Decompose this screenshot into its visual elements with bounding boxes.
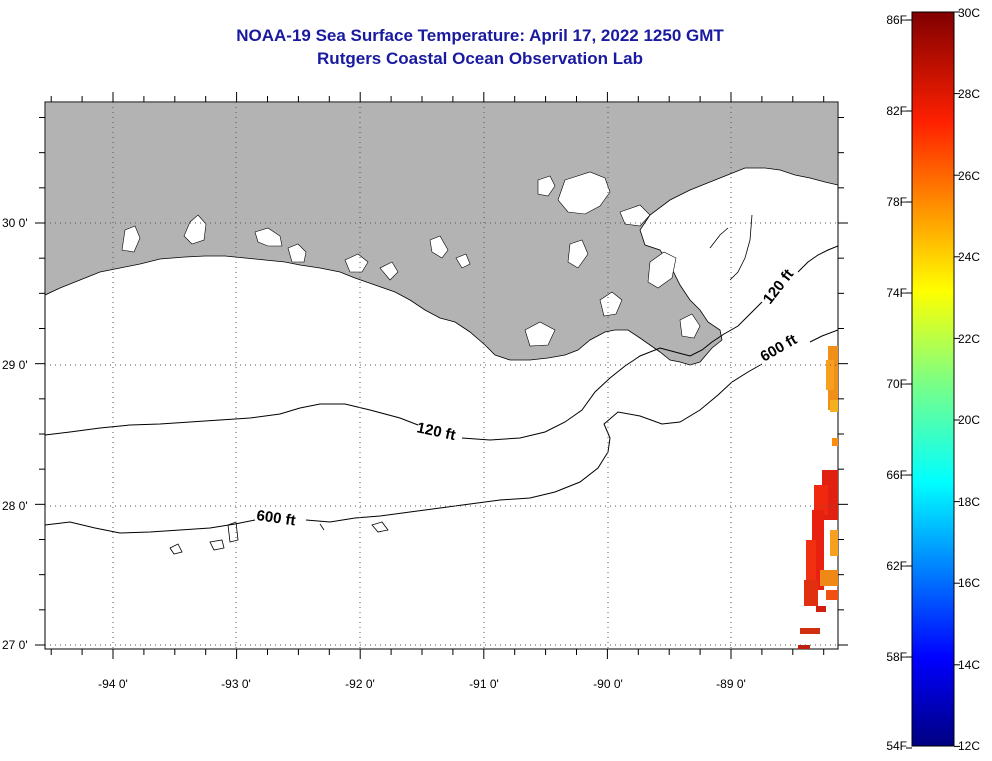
colorbar-f-label: 74F [886,286,907,300]
colorbar-c-label: 16C [958,576,980,590]
lat-label: 28 0' [2,499,28,513]
bay-1 [344,253,369,273]
colorbar-c-label: 12C [958,739,980,753]
colorbar-c-label: 26C [958,169,980,183]
colorbar-ticks [906,11,960,749]
colorbar-c-label: 30C [958,6,980,20]
lon-label: -91 0' [469,677,499,691]
lake-calcasieu [121,225,141,253]
colorbar-f-label: 82F [886,104,907,118]
colorbar-f-label: 58F [886,650,907,664]
lake-pontchartrain [557,171,611,215]
colorbar-f-label: 70F [886,377,907,391]
ms-sound [709,227,729,249]
grand-lake [287,243,307,263]
colorbar-c-label: 22C [958,332,980,346]
lat-label: 27 0' [2,638,28,652]
bay-6 [619,204,651,227]
map-title: NOAA-19 Sea Surface Temperature: April 1… [236,26,724,45]
lon-label: -92 0' [345,677,375,691]
grid [45,102,838,649]
land-mass [45,102,838,366]
bay-5 [567,239,589,269]
colorbar-f-label: 54F [886,739,907,753]
marsh-3 [524,321,556,347]
colorbar [911,11,955,747]
lon-label: -93 0' [221,677,251,691]
frame-ticks [35,92,848,659]
contour-label-600ft-west: 600 ft [255,507,296,529]
bay-4 [455,253,471,269]
bay-3 [429,235,449,259]
marsh-2 [599,291,623,317]
white-lake [254,227,283,247]
sst-data-swath [798,346,838,649]
colorbar-c-label: 14C [958,658,980,672]
colorbar-c-label: 24C [958,250,980,264]
colorbar-c-label: 20C [958,413,980,427]
colorbar-f-label: 66F [886,468,907,482]
lon-label: -89 0' [716,677,746,691]
colorbar-c-label: 18C [958,495,980,509]
map-subtitle: Rutgers Coastal Ocean Observation Lab [317,49,643,68]
lat-label: 30 0' [2,216,28,230]
contour-islands [169,521,389,555]
contour-600ft [45,329,838,534]
lake-maurepas [537,175,556,197]
lon-label: -90 0' [593,677,623,691]
lat-label: 29 0' [2,358,28,372]
contour-120ft [45,245,838,441]
colorbar-c-label: 28C [958,87,980,101]
bay-2 [379,261,399,281]
lake-sabine [183,214,207,245]
chandeleur-shore [729,214,753,281]
colorbar-f-label: 86F [886,13,907,27]
colorbar-f-label: 78F [886,195,907,209]
marsh-1 [647,251,677,289]
colorbar-f-label: 62F [886,559,907,573]
lon-label: -94 0' [98,677,128,691]
marsh-4 [679,313,701,339]
